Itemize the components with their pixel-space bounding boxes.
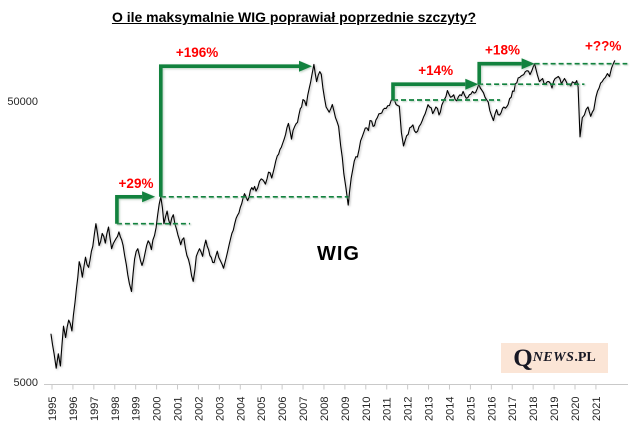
x-axis-year-label: 2001: [173, 397, 185, 421]
x-axis-year-label: 2008: [319, 397, 331, 421]
gain-arrowhead: [142, 191, 156, 203]
x-axis-year-label: 2021: [591, 397, 603, 421]
qnews-logo: Q NEWS .PL: [501, 343, 608, 373]
qnews-logo-q: Q: [513, 344, 533, 372]
open-gain-label: +??%: [585, 39, 621, 54]
x-axis-year-label: 2019: [549, 397, 561, 421]
gain-arrow: [159, 64, 299, 197]
gain-percent-label: +196%: [176, 45, 218, 60]
x-axis-year-label: 1997: [89, 397, 101, 421]
y-axis-value-label: 50000: [7, 96, 38, 108]
x-axis-year-label: 2017: [507, 397, 519, 421]
y-axis-value-label: 5000: [14, 377, 38, 389]
wig-price-line: [50, 60, 616, 369]
x-axis-year-label: 1999: [131, 397, 143, 421]
gain-arrowhead: [299, 60, 312, 72]
gain-percent-label: +14%: [418, 63, 453, 78]
x-axis-year-label: 2014: [445, 397, 457, 421]
x-axis-year-label: 2015: [465, 397, 477, 421]
x-axis-year-label: 2011: [382, 397, 394, 421]
gain-percent-label: +29%: [119, 176, 154, 191]
gain-arrows: [115, 58, 535, 224]
peak-level-lines: [116, 62, 628, 225]
x-axis-year-label: 2002: [193, 397, 205, 421]
x-axis-year-label: 2018: [528, 397, 540, 421]
gain-arrow: [477, 61, 522, 85]
x-axis-year-label: 2004: [235, 397, 247, 421]
x-axis-year-label: 2012: [403, 397, 415, 421]
x-axis: 1995 1996 1997 1998 1999 2000 2001 2002 2003 2004…: [44, 384, 628, 421]
gain-arrowhead: [521, 58, 535, 70]
x-axis-year-label: 2005: [256, 397, 268, 421]
x-axis-year-label: 2003: [214, 397, 226, 421]
gain-arrow: [115, 195, 143, 224]
gain-arrowhead: [465, 78, 479, 90]
x-axis-year-label: 2007: [298, 397, 310, 421]
y-axis: 50000 5000: [7, 96, 38, 389]
gain-percent-label: +18%: [485, 43, 520, 58]
x-axis-year-label: 2016: [486, 397, 498, 421]
x-axis-year-label: 2000: [152, 397, 164, 421]
x-axis-year-label: 2009: [340, 397, 352, 421]
qnews-logo-news: NEWS: [532, 350, 575, 365]
chart-title: O ile maksymalnie WIG poprawiał poprzedn…: [111, 9, 477, 25]
gain-arrow: [391, 82, 466, 100]
x-axis-year-label: 1996: [68, 397, 80, 421]
x-axis-year-label: 1995: [47, 397, 59, 421]
x-axis-year-label: 2006: [277, 397, 289, 421]
qnews-logo-pl: .PL: [574, 350, 596, 365]
x-axis-year-label: 2010: [361, 397, 373, 421]
x-axis-year-label: 2020: [570, 397, 582, 421]
x-axis-year-label: 2013: [424, 397, 436, 421]
series-label-wig: WIG: [317, 243, 360, 265]
x-axis-year-label: 1998: [110, 397, 122, 421]
